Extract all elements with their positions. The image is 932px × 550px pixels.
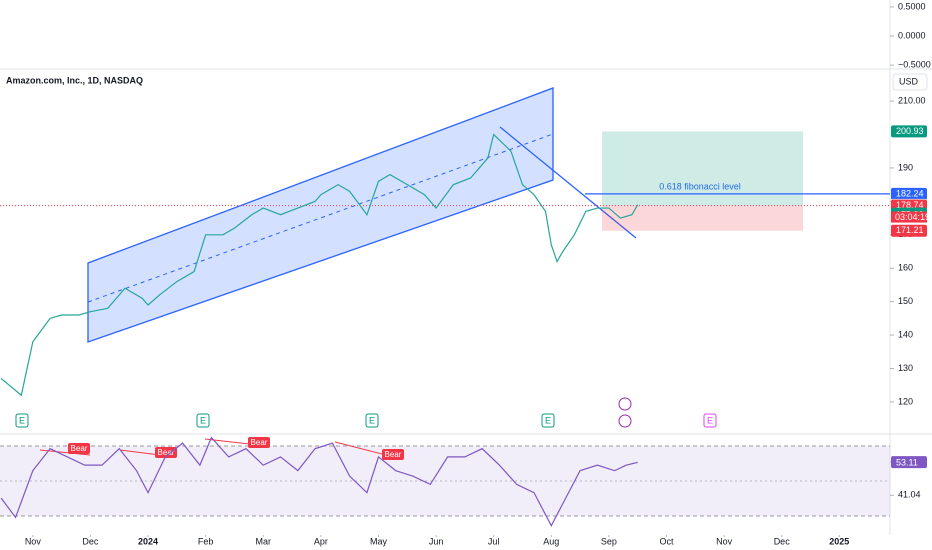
y-tick-label: 190 <box>898 162 913 172</box>
price-tag-label: 171.21 <box>896 225 924 235</box>
price-tag <box>891 187 927 200</box>
earnings-markers: E E E E E <box>15 397 717 428</box>
x-tick-label: Jul <box>488 536 500 546</box>
price-tag-label: 182.24 <box>896 188 924 198</box>
x-tick-label: Oct <box>659 536 674 546</box>
x-tick-label: Jun <box>429 536 444 546</box>
bear-box <box>382 449 404 460</box>
bear-box <box>68 443 90 454</box>
y-tick-label: 160 <box>898 263 913 273</box>
earnings-box[interactable] <box>703 413 717 428</box>
x-tick-label: Dec <box>774 536 791 546</box>
price-tag <box>891 125 927 138</box>
y-tick-label: 41.04 <box>898 490 921 500</box>
price-tag-label: 178.74 <box>896 200 924 210</box>
x-tick-label: Apr <box>314 536 328 546</box>
x-tick-label: Sep <box>601 536 617 546</box>
trendline <box>499 126 637 239</box>
series-line <box>0 133 639 397</box>
y-tick-label: −0.5000 <box>898 59 931 69</box>
earnings[interactable]: E <box>19 415 25 425</box>
earnings[interactable]: E <box>369 415 375 425</box>
currency-box <box>892 73 928 91</box>
bear-label: Bear <box>385 450 402 459</box>
x-tick-label: Mar <box>256 536 272 546</box>
y-tick-label: 0.0000 <box>898 30 926 40</box>
earnings[interactable]: E <box>707 415 713 425</box>
symbol-title: Amazon.com, Inc., 1D, NASDAQ <box>6 75 143 85</box>
x-tick-label: Feb <box>198 536 214 546</box>
y-tick-label: 140 <box>898 329 913 339</box>
price-tag <box>891 224 927 237</box>
bear-label: Bear <box>158 448 175 457</box>
divergence <box>334 441 391 457</box>
earnings[interactable]: E <box>200 415 206 425</box>
x-tick-label: Nov <box>716 536 733 546</box>
countdown: 03:04:19 <box>895 212 930 222</box>
profit-zone <box>602 131 803 206</box>
channel-mid <box>87 133 554 303</box>
rsi-tag-label: 53.11 <box>896 457 918 467</box>
y-tick-label: 130 <box>898 363 913 373</box>
bear-label: Bear <box>251 438 268 447</box>
divergence <box>119 449 161 456</box>
bear-labels: Bear Bear Bear Bear <box>68 437 404 460</box>
event-icon[interactable] <box>618 414 632 428</box>
earnings[interactable]: E <box>545 415 551 425</box>
bear-box <box>155 447 177 458</box>
x-tick-label: 2024 <box>138 536 158 546</box>
x-tick-label: Nov <box>25 536 42 546</box>
x-tick-label: Dec <box>82 536 99 546</box>
currency: USD <box>899 76 919 86</box>
y-tick-label: 210.00 <box>898 95 926 105</box>
earnings-box[interactable] <box>15 413 29 428</box>
bear-box <box>248 437 270 448</box>
y-tick-label: 150 <box>898 296 913 306</box>
x-tick-label: Aug <box>543 536 559 546</box>
channel <box>87 87 554 343</box>
price-tag-label: 200.93 <box>896 126 924 136</box>
x-tick-label: May <box>370 536 388 546</box>
earnings-box[interactable] <box>541 413 555 428</box>
bear-label: Bear <box>71 444 88 453</box>
series-line <box>0 436 638 527</box>
y-tick-label: 0.5000 <box>898 1 926 11</box>
earnings-box[interactable] <box>365 413 379 428</box>
dividend-icon[interactable] <box>618 397 632 411</box>
fib-label: 0.618 fibonacci level <box>659 181 741 191</box>
y-tick-label: 120 <box>898 396 913 406</box>
x-tick-label: 2025 <box>829 536 849 546</box>
rsi-tag <box>891 456 927 469</box>
loss-zone <box>602 205 803 231</box>
countdown-box <box>891 211 927 223</box>
earnings-box[interactable] <box>196 413 210 428</box>
